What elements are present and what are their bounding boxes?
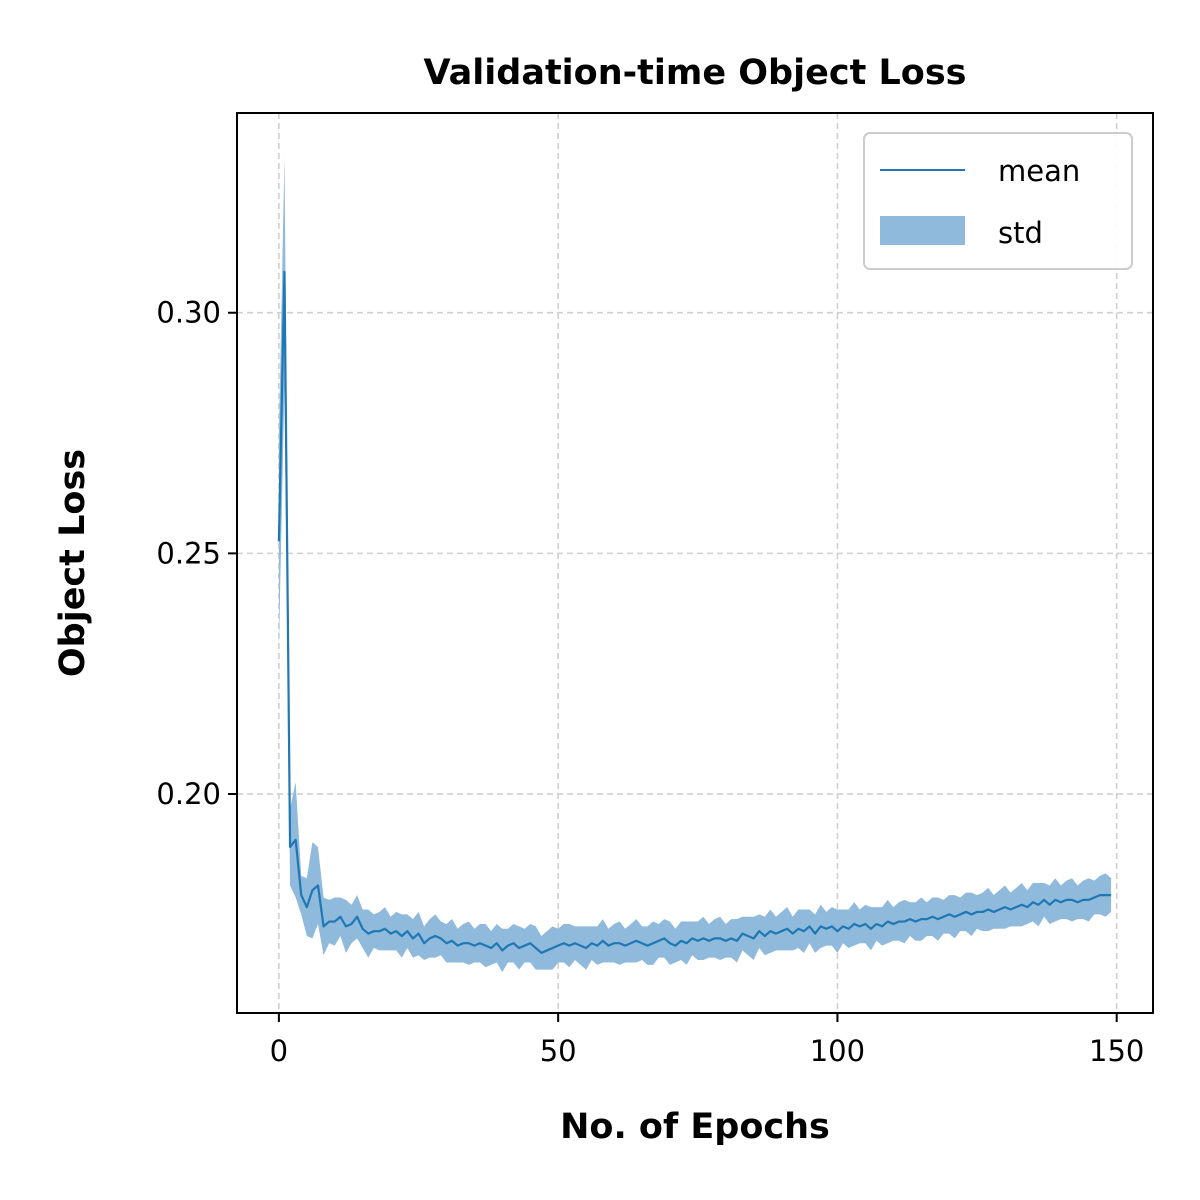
legend: mean std	[863, 132, 1133, 270]
legend-std-swatch	[880, 216, 965, 245]
y-tick-label: 0.30	[156, 296, 221, 330]
x-tick-label: 100	[810, 1034, 865, 1068]
y-tick-label: 0.25	[156, 536, 221, 570]
y-tick-label: 0.20	[156, 777, 221, 811]
x-tick-label: 150	[1089, 1034, 1144, 1068]
x-tick-label: 0	[270, 1034, 288, 1068]
mean-line	[277, 270, 1112, 954]
legend-std-label: std	[998, 216, 1043, 250]
y-axis-label: Object Loss	[53, 449, 93, 677]
x-axis-label: No. of Epochs	[560, 1107, 830, 1147]
legend-mean-label: mean	[998, 154, 1080, 188]
plot-frame	[236, 112, 1154, 1014]
x-axis-ticks: 0 50 100 150	[270, 1013, 1144, 1068]
mean-line-group	[277, 270, 1112, 954]
std-band-group	[278, 156, 1112, 973]
std-band	[278, 156, 1112, 973]
chart-title: Validation-time Object Loss	[423, 53, 966, 93]
x-tick-label: 50	[540, 1034, 577, 1068]
y-axis-ticks: 0.20 0.25 0.30	[156, 296, 237, 811]
